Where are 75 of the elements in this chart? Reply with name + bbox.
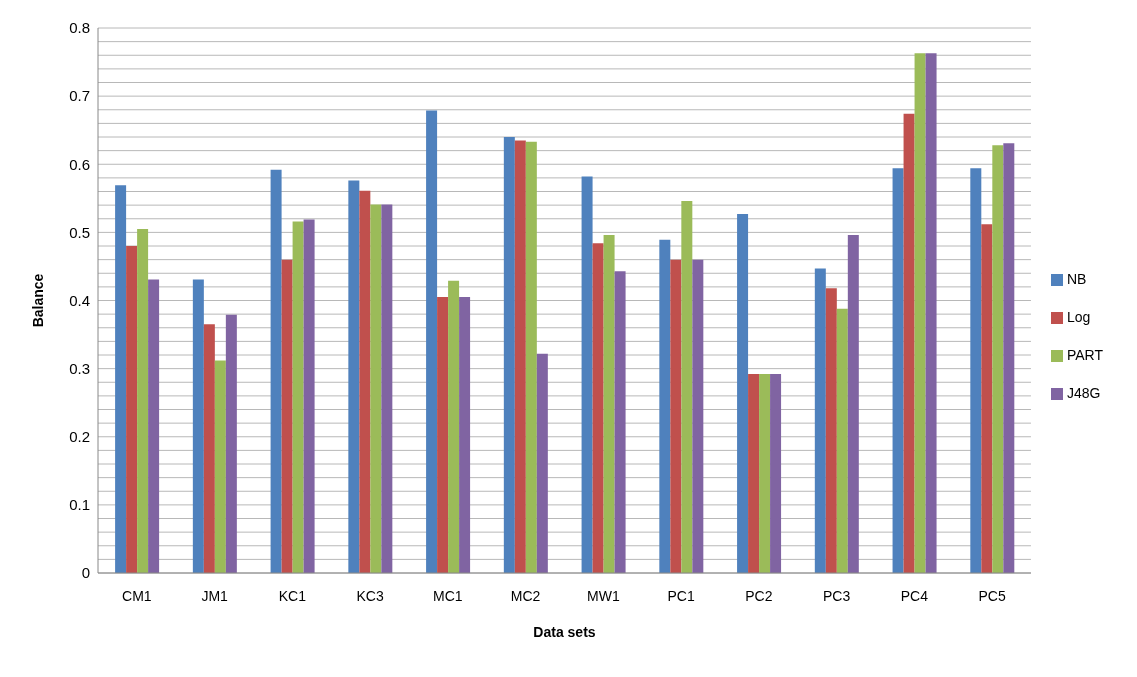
bar (748, 374, 760, 573)
y-tick-label: 0.8 (69, 19, 90, 37)
bar (592, 243, 604, 573)
x-tick-label: PC5 (978, 587, 1006, 604)
bar (126, 246, 138, 573)
x-tick-label: KC3 (356, 587, 384, 604)
bar (292, 221, 304, 573)
bar (814, 268, 826, 573)
x-tick-label: KC1 (278, 587, 307, 604)
bar (148, 279, 160, 573)
bar (115, 185, 127, 573)
bar (426, 110, 438, 573)
bar (525, 141, 537, 573)
bar (214, 360, 226, 573)
bar (614, 271, 626, 573)
x-axis-title: Data sets (533, 624, 596, 640)
x-tick-label: MC1 (433, 587, 463, 604)
y-tick-label: 0.7 (69, 87, 90, 105)
bar (681, 201, 693, 573)
bar (925, 53, 937, 573)
bar (692, 259, 704, 573)
bar (503, 137, 515, 573)
y-tick-label: 0 (81, 564, 90, 582)
x-tick-label: MC2 (510, 587, 541, 604)
bar (359, 190, 371, 573)
bar (981, 224, 993, 573)
x-tick-label: JM1 (201, 587, 229, 604)
x-tick-label: PC2 (745, 587, 773, 604)
bar (892, 168, 904, 573)
bar (903, 113, 915, 573)
y-tick-label: 0.3 (69, 359, 90, 377)
x-tick-label: PC3 (822, 587, 851, 604)
y-axis-title: Balance (29, 273, 46, 328)
x-tick-label: PC4 (900, 587, 929, 604)
bar (581, 176, 593, 573)
bar (847, 235, 859, 573)
bar (459, 297, 471, 573)
bar (759, 374, 771, 573)
x-tick-label: MW1 (587, 587, 620, 604)
y-tick-label: 0.2 (69, 428, 90, 446)
bar (225, 314, 237, 573)
bar (270, 169, 282, 573)
bar (137, 228, 149, 573)
bar (659, 239, 671, 573)
bar (203, 324, 215, 573)
x-tick-label: PC1 (667, 587, 695, 604)
bar (348, 180, 360, 573)
bar (381, 204, 393, 573)
y-tick-label: 0.5 (69, 223, 90, 241)
bar (737, 213, 749, 573)
bar (670, 259, 682, 573)
legend-label: Log (1066, 308, 1091, 325)
legend-label: J48G (1066, 384, 1101, 401)
bar (825, 288, 837, 573)
bar (914, 53, 926, 573)
bar (836, 308, 848, 573)
bar (514, 140, 526, 573)
x-tick-label: CM1 (122, 587, 152, 604)
legend-label: PART (1066, 346, 1103, 363)
legend-label: NB (1066, 270, 1087, 287)
bar (970, 168, 982, 573)
bar (603, 235, 615, 573)
bar (448, 280, 460, 573)
bar (437, 297, 449, 573)
y-tick-label: 0.4 (69, 291, 90, 309)
bar (370, 204, 382, 573)
bar (536, 353, 548, 573)
bar (1003, 143, 1015, 573)
bar (770, 374, 782, 573)
y-tick-label: 0.1 (69, 496, 90, 514)
bar (192, 279, 204, 573)
y-tick-label: 0.6 (69, 155, 90, 173)
bar (992, 145, 1004, 573)
bar (281, 259, 293, 573)
bar (303, 219, 315, 573)
